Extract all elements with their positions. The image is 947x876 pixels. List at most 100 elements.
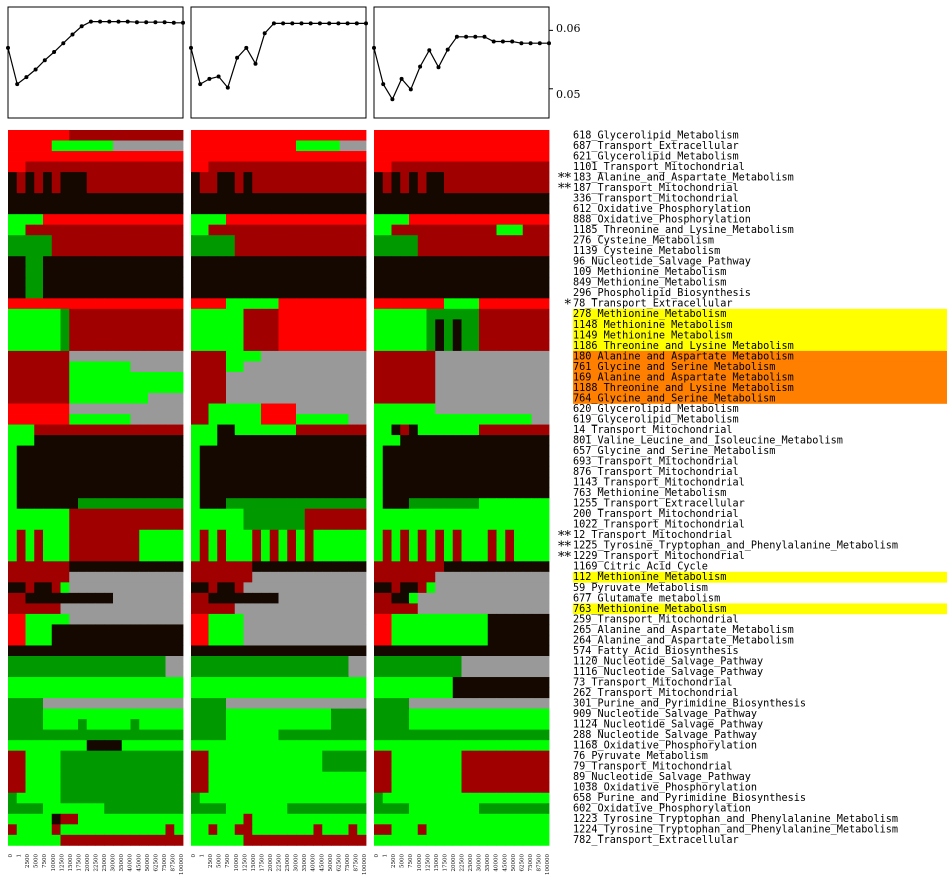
heatmap-cell xyxy=(444,666,454,678)
heatmap-cell xyxy=(165,424,175,436)
heatmap-cell xyxy=(357,571,367,583)
x-tick-label: 75000 xyxy=(528,854,534,872)
heatmap-cell xyxy=(234,634,244,646)
heatmap-cell xyxy=(16,729,26,741)
heatmap-cell xyxy=(78,382,88,394)
heatmap-cell xyxy=(269,214,279,226)
heatmap-cell xyxy=(313,151,323,162)
heatmap-cell xyxy=(313,519,323,531)
heatmap-cell xyxy=(470,172,480,183)
heatmap-cell xyxy=(444,803,454,815)
heatmap-cell xyxy=(426,456,436,468)
heatmap-cell xyxy=(95,656,105,667)
heatmap-cell xyxy=(426,666,436,678)
heatmap-cell xyxy=(339,382,349,394)
row-label: 59_Pyruvate_Metabolism xyxy=(573,583,708,594)
heatmap-cell xyxy=(86,803,96,815)
heatmap-cell xyxy=(452,350,462,362)
heatmap-cell xyxy=(243,445,253,457)
heatmap-cell xyxy=(391,477,401,489)
heatmap-cell xyxy=(269,550,279,562)
heatmap-cell xyxy=(400,729,410,741)
heatmap-cell xyxy=(226,456,236,468)
heatmap-cell xyxy=(43,435,53,446)
heatmap-cell xyxy=(261,382,271,394)
heatmap-cell xyxy=(348,403,358,415)
heatmap-cell xyxy=(444,771,454,783)
heatmap-cell xyxy=(269,687,279,699)
heatmap-cell xyxy=(199,298,209,310)
heatmap-cell xyxy=(357,350,367,362)
heatmap-cell xyxy=(148,645,158,657)
heatmap-cell xyxy=(331,466,341,478)
heatmap-cell xyxy=(217,245,227,257)
heatmap-cell xyxy=(374,403,384,415)
heatmap-cell xyxy=(113,634,123,646)
heatmap-cell xyxy=(234,403,244,415)
heatmap-cell xyxy=(514,540,524,552)
heatmap-cell xyxy=(339,393,349,404)
heatmap-cell xyxy=(313,698,323,709)
heatmap-cell xyxy=(409,466,419,478)
heatmap-cell xyxy=(505,498,515,510)
heatmap-cell xyxy=(191,813,201,825)
heatmap-cell xyxy=(25,729,35,741)
heatmap-cell xyxy=(322,245,332,257)
heatmap-cell xyxy=(357,645,367,657)
heatmap-cell xyxy=(156,813,166,825)
heatmap-cell xyxy=(191,435,201,446)
heatmap-cell xyxy=(296,603,306,615)
heatmap-cell xyxy=(382,519,392,531)
heatmap-cell xyxy=(278,319,288,331)
heatmap-cell xyxy=(417,792,427,804)
heatmap-cell xyxy=(139,698,149,709)
heatmap-cell xyxy=(199,224,209,236)
heatmap-cell xyxy=(496,666,506,678)
heatmap-cell xyxy=(78,708,88,720)
heatmap-cell xyxy=(34,508,44,520)
heatmap-cell xyxy=(43,561,53,573)
heatmap-cell xyxy=(452,550,462,562)
heatmap-cell xyxy=(165,761,175,773)
heatmap-cell xyxy=(130,329,140,341)
heatmap-cell xyxy=(261,698,271,709)
heatmap-cell xyxy=(304,666,314,678)
heatmap-cell xyxy=(43,298,53,310)
heatmap-cell xyxy=(522,424,532,436)
heatmap-cell xyxy=(269,414,279,425)
heatmap-cell xyxy=(531,687,541,699)
heatmap-cell xyxy=(287,834,297,846)
heatmap-cell xyxy=(199,182,209,194)
heatmap-cell xyxy=(417,519,427,531)
heatmap-cell xyxy=(496,592,506,604)
heatmap-cell xyxy=(156,214,166,226)
heatmap-cell xyxy=(60,245,70,257)
heatmap-cell xyxy=(113,719,123,731)
heatmap-cell xyxy=(400,656,410,667)
heatmap-cell xyxy=(34,729,44,741)
heatmap-cell xyxy=(208,782,218,794)
heatmap-cell xyxy=(304,298,314,310)
heatmap-cell xyxy=(121,456,131,468)
heatmap-cell xyxy=(269,792,279,804)
heatmap-cell xyxy=(461,224,471,236)
heatmap-cell xyxy=(382,287,392,299)
heatmap-cell xyxy=(505,456,515,468)
heatmap-cell xyxy=(60,393,70,404)
heatmap-cell xyxy=(531,193,541,205)
heatmap-cell xyxy=(261,477,271,489)
heatmap-cell xyxy=(95,256,105,268)
heatmap-cell xyxy=(8,529,18,541)
heatmap-cell xyxy=(348,761,358,773)
heatmap-cell xyxy=(452,813,462,825)
heatmap-cell xyxy=(540,298,550,310)
heatmap-cell xyxy=(243,308,253,320)
heatmap-cell xyxy=(217,687,227,699)
heatmap-cell xyxy=(234,782,244,794)
heatmap-cell xyxy=(287,824,297,836)
heatmap-cell xyxy=(191,824,201,836)
heatmap-cell xyxy=(8,571,18,583)
heatmap-cell xyxy=(322,456,332,468)
heatmap-cell xyxy=(208,708,218,720)
heatmap-cell xyxy=(304,266,314,278)
